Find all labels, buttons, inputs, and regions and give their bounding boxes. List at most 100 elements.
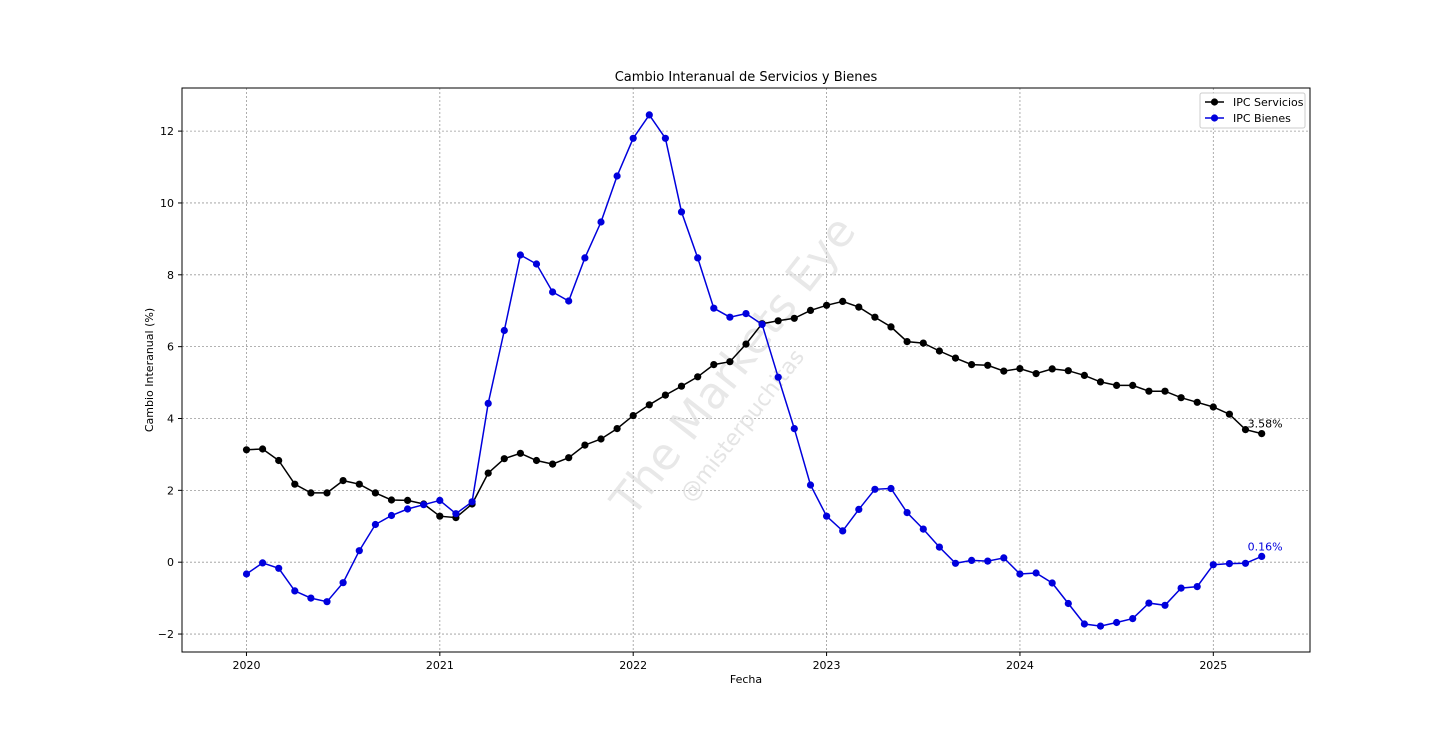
y-axis-ticks: −2 0 2 4 6 8 10 12: [158, 125, 182, 641]
x-tick-label: 2020: [232, 659, 260, 672]
data-point-ipc-servicios: [984, 361, 992, 369]
data-point-ipc-bienes: [806, 481, 815, 489]
data-point-ipc-bienes: [242, 570, 251, 578]
data-point-ipc-servicios: [436, 512, 444, 520]
series-lines: [242, 111, 1266, 630]
data-point-ipc-servicios: [661, 391, 670, 399]
series-line-ipc-bienes: [246, 113, 1262, 627]
data-point-ipc-servicios: [1209, 403, 1217, 411]
data-point-ipc-servicios: [1129, 381, 1137, 389]
data-point-ipc-servicios: [645, 401, 653, 409]
data-point-ipc-servicios: [323, 489, 331, 497]
legend-swatch-marker: [1210, 114, 1219, 122]
data-point-ipc-bienes: [774, 373, 782, 381]
data-point-ipc-servicios: [1177, 394, 1185, 402]
data-point-ipc-bienes: [468, 498, 476, 506]
data-point-ipc-bienes: [1209, 561, 1217, 569]
data-point-ipc-bienes: [549, 288, 557, 296]
data-point-ipc-servicios: [532, 456, 541, 465]
data-point-ipc-bienes: [677, 208, 686, 216]
y-tick-label: 6: [167, 341, 174, 354]
data-point-ipc-bienes: [291, 587, 299, 595]
data-point-ipc-bienes: [1016, 570, 1024, 578]
data-point-ipc-servicios: [484, 469, 492, 477]
data-point-ipc-bienes: [968, 556, 976, 565]
x-axis-ticks: 2020 2021 2022 2023 2024 2025: [232, 652, 1227, 672]
data-point-ipc-servicios: [1241, 426, 1250, 434]
data-point-ipc-bienes: [500, 326, 508, 335]
data-point-ipc-servicios: [355, 480, 363, 488]
data-point-ipc-servicios: [855, 303, 863, 311]
end-value-label: 0.16%: [1248, 540, 1283, 553]
data-point-ipc-bienes: [323, 598, 331, 606]
data-point-ipc-bienes: [1000, 554, 1008, 562]
data-point-ipc-servicios: [629, 412, 637, 420]
legend-entry-label: IPC Bienes: [1233, 112, 1291, 125]
data-point-ipc-servicios: [613, 425, 621, 433]
y-tick-label: −2: [158, 628, 174, 641]
y-axis-label: Cambio Interanual (%): [143, 308, 156, 432]
data-point-ipc-servicios: [1000, 367, 1008, 375]
y-tick-label: 0: [167, 556, 174, 569]
data-point-ipc-bienes: [951, 559, 960, 567]
data-point-ipc-bienes: [887, 484, 895, 493]
series-line-ipc-servicios: [246, 300, 1262, 519]
data-point-ipc-servicios: [871, 313, 879, 321]
legend: IPC Servicios IPC Bienes: [1199, 92, 1306, 129]
data-point-ipc-servicios: [919, 339, 927, 347]
end-value-label: 3.58%: [1248, 418, 1283, 431]
data-point-ipc-bienes: [259, 559, 267, 567]
data-point-ipc-servicios: [839, 297, 847, 305]
data-point-ipc-bienes: [1225, 560, 1233, 568]
data-point-ipc-bienes: [935, 543, 944, 551]
y-tick-label: 2: [167, 484, 174, 497]
y-tick-label: 4: [167, 412, 174, 425]
data-point-ipc-bienes: [355, 547, 363, 555]
data-point-ipc-bienes: [404, 505, 412, 513]
watermark: The Markets Eye @misterpuchitas: [601, 207, 866, 527]
data-point-ipc-servicios: [291, 480, 299, 488]
end-annotations: 3.58% 0.16%: [1248, 418, 1283, 554]
legend-swatch-marker: [1210, 98, 1219, 106]
data-point-ipc-servicios: [1225, 410, 1233, 418]
x-tick-label: 2021: [426, 659, 454, 672]
data-point-ipc-bienes: [726, 313, 734, 321]
y-tick-label: 8: [167, 269, 174, 282]
data-point-ipc-bienes: [307, 594, 315, 602]
data-point-ipc-servicios: [371, 489, 379, 497]
data-point-ipc-servicios: [694, 373, 702, 381]
data-point-ipc-bienes: [694, 254, 702, 262]
data-point-ipc-bienes: [484, 399, 492, 407]
data-point-ipc-servicios: [726, 358, 734, 366]
data-point-ipc-bienes: [1177, 584, 1185, 592]
data-point-ipc-bienes: [613, 172, 621, 180]
data-point-ipc-bienes: [1241, 559, 1250, 567]
data-point-ipc-bienes: [855, 505, 863, 513]
data-point-ipc-servicios: [404, 496, 412, 504]
data-point-ipc-bienes: [1080, 620, 1088, 628]
data-point-ipc-bienes: [1048, 579, 1056, 587]
data-point-ipc-bienes: [1193, 583, 1201, 591]
data-point-ipc-bienes: [516, 251, 525, 259]
data-point-ipc-bienes: [1064, 599, 1072, 608]
legend-box: [1199, 92, 1306, 129]
data-point-ipc-bienes: [1145, 599, 1153, 607]
data-point-ipc-bienes: [565, 297, 573, 305]
data-point-ipc-servicios: [935, 347, 944, 355]
data-point-ipc-servicios: [500, 455, 508, 463]
data-point-ipc-servicios: [339, 477, 347, 485]
data-point-ipc-servicios: [903, 338, 911, 346]
data-point-ipc-servicios: [887, 323, 895, 331]
data-point-ipc-bienes: [984, 557, 992, 565]
data-point-ipc-bienes: [903, 508, 911, 517]
chart-title: Cambio Interanual de Servicios y Bienes: [615, 70, 878, 85]
data-point-ipc-bienes: [710, 304, 718, 312]
data-point-ipc-bienes: [387, 511, 396, 520]
data-point-ipc-bienes: [839, 527, 847, 535]
data-point-ipc-servicios: [1161, 387, 1169, 395]
data-point-ipc-bienes: [1096, 622, 1105, 630]
data-point-ipc-servicios: [1064, 367, 1072, 375]
data-point-ipc-servicios: [307, 489, 315, 497]
data-point-ipc-bienes: [1161, 601, 1169, 609]
